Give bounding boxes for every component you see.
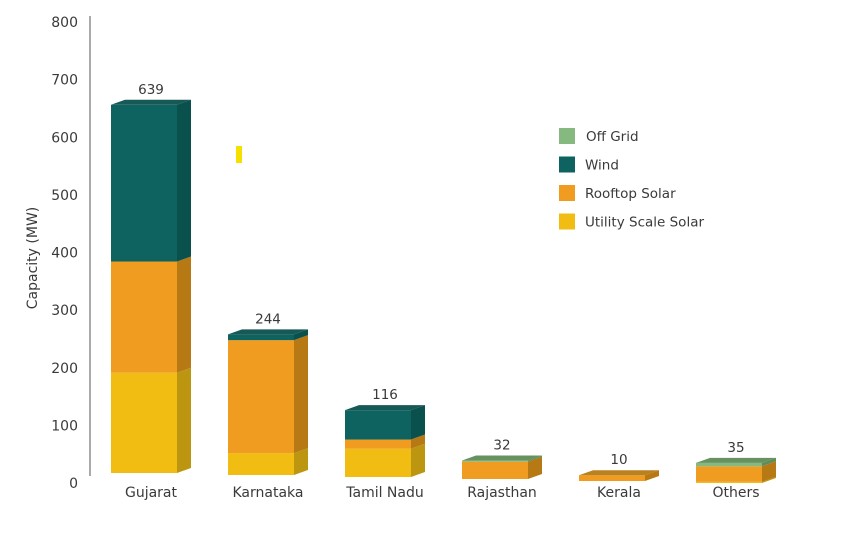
y-tick-label: 700	[51, 73, 78, 89]
bar-segment-side	[411, 405, 425, 440]
bar-segment-rooftop-solar	[228, 340, 294, 454]
legend-label: Utility Scale Solar	[585, 215, 704, 231]
y-axis-label: Capacity (MW)	[25, 207, 41, 309]
bar-group-kerala: 10 Kerala	[579, 452, 659, 501]
bar-segment-rooftop-solar	[345, 439, 411, 449]
bar-group-others: 35 Others	[696, 440, 776, 501]
x-category-label: Tamil Nadu	[345, 485, 424, 501]
bar-segment-wind	[228, 334, 294, 341]
x-category-label: Karnataka	[233, 485, 304, 501]
bar-segment-side	[294, 448, 308, 475]
bar-top-face	[228, 329, 308, 335]
legend-label: Rooftop Solar	[585, 186, 676, 202]
bar-segment-rooftop-solar	[111, 261, 177, 373]
y-tick-label: 800	[51, 15, 78, 31]
bar-top-face	[579, 470, 659, 476]
bar-segment-side	[762, 461, 776, 482]
y-tick-label: 0	[69, 476, 78, 492]
legend-item: Wind	[559, 156, 619, 174]
legend-label: Off Grid	[586, 129, 639, 145]
bar-top-face	[462, 455, 542, 461]
bar-top-face	[696, 457, 776, 463]
bar-segment-wind	[111, 104, 177, 262]
stray-marker	[236, 146, 242, 163]
bar-segment-rooftop-solar	[696, 466, 762, 482]
bar-segment-side	[411, 443, 425, 477]
bar-segment-utility-scale-solar	[696, 481, 762, 483]
x-category-label: Gujarat	[125, 485, 178, 501]
bar-segment-side	[294, 335, 308, 454]
bar-segment-utility-scale-solar	[228, 453, 294, 475]
legend-item: Utility Scale Solar	[559, 213, 704, 231]
bar-segment-side	[762, 476, 776, 483]
bar-total-label: 35	[727, 440, 744, 456]
bar-segment-side	[528, 456, 542, 479]
legend-label: Wind	[585, 158, 619, 174]
bar-segment-utility-scale-solar	[111, 372, 177, 473]
bar-group-rajasthan: 32 Rajasthan	[462, 438, 542, 501]
legend-swatch	[559, 128, 575, 144]
legend-swatch	[559, 213, 575, 230]
bar-top-face	[111, 99, 191, 105]
bar-top-face	[345, 405, 425, 411]
bar-segment-side	[177, 99, 191, 262]
bar-segment-utility-scale-solar	[345, 448, 411, 477]
bar-segment-wind	[345, 410, 411, 440]
x-category-label: Rajasthan	[467, 485, 537, 501]
bar-total-label: 639	[138, 82, 164, 98]
bar-group-gujarat: 639 Gujarat	[111, 82, 191, 501]
y-tick-label: 500	[51, 188, 78, 204]
bar-segment-side	[528, 455, 542, 462]
bar-total-label: 244	[255, 311, 281, 327]
bar-segment-side	[411, 434, 425, 449]
bar-segment-side	[177, 367, 191, 473]
bar-segment-side	[294, 329, 308, 341]
bar-segment-side	[177, 256, 191, 373]
bar-segment-off-grid	[696, 462, 762, 467]
y-tick-label: 600	[51, 130, 78, 146]
legend-item: Rooftop Solar	[559, 185, 676, 202]
bar-segment-side	[645, 470, 659, 481]
x-category-label: Kerala	[597, 485, 641, 501]
bar-segment-rooftop-solar	[462, 461, 528, 479]
x-category-label: Others	[712, 485, 759, 501]
bar-total-label: 10	[610, 452, 627, 468]
bar-total-label: 32	[493, 438, 510, 454]
y-tick-label: 200	[51, 361, 78, 377]
bar-group-tamil-nadu: 116 Tamil Nadu	[345, 387, 425, 501]
bar-group-karnataka: 244 Karnataka	[228, 311, 308, 501]
legend-swatch	[559, 185, 575, 201]
y-tick-label: 100	[51, 418, 78, 434]
y-tick-label: 400	[51, 246, 78, 262]
bar-total-label: 116	[372, 387, 398, 403]
legend-item: Off Grid	[559, 128, 639, 145]
bar-segment-rooftop-solar	[579, 475, 645, 481]
y-tick-label: 300	[51, 303, 78, 319]
bar-segment-off-grid	[462, 460, 528, 462]
bar-segment-side	[762, 457, 776, 467]
legend-swatch	[559, 156, 575, 173]
